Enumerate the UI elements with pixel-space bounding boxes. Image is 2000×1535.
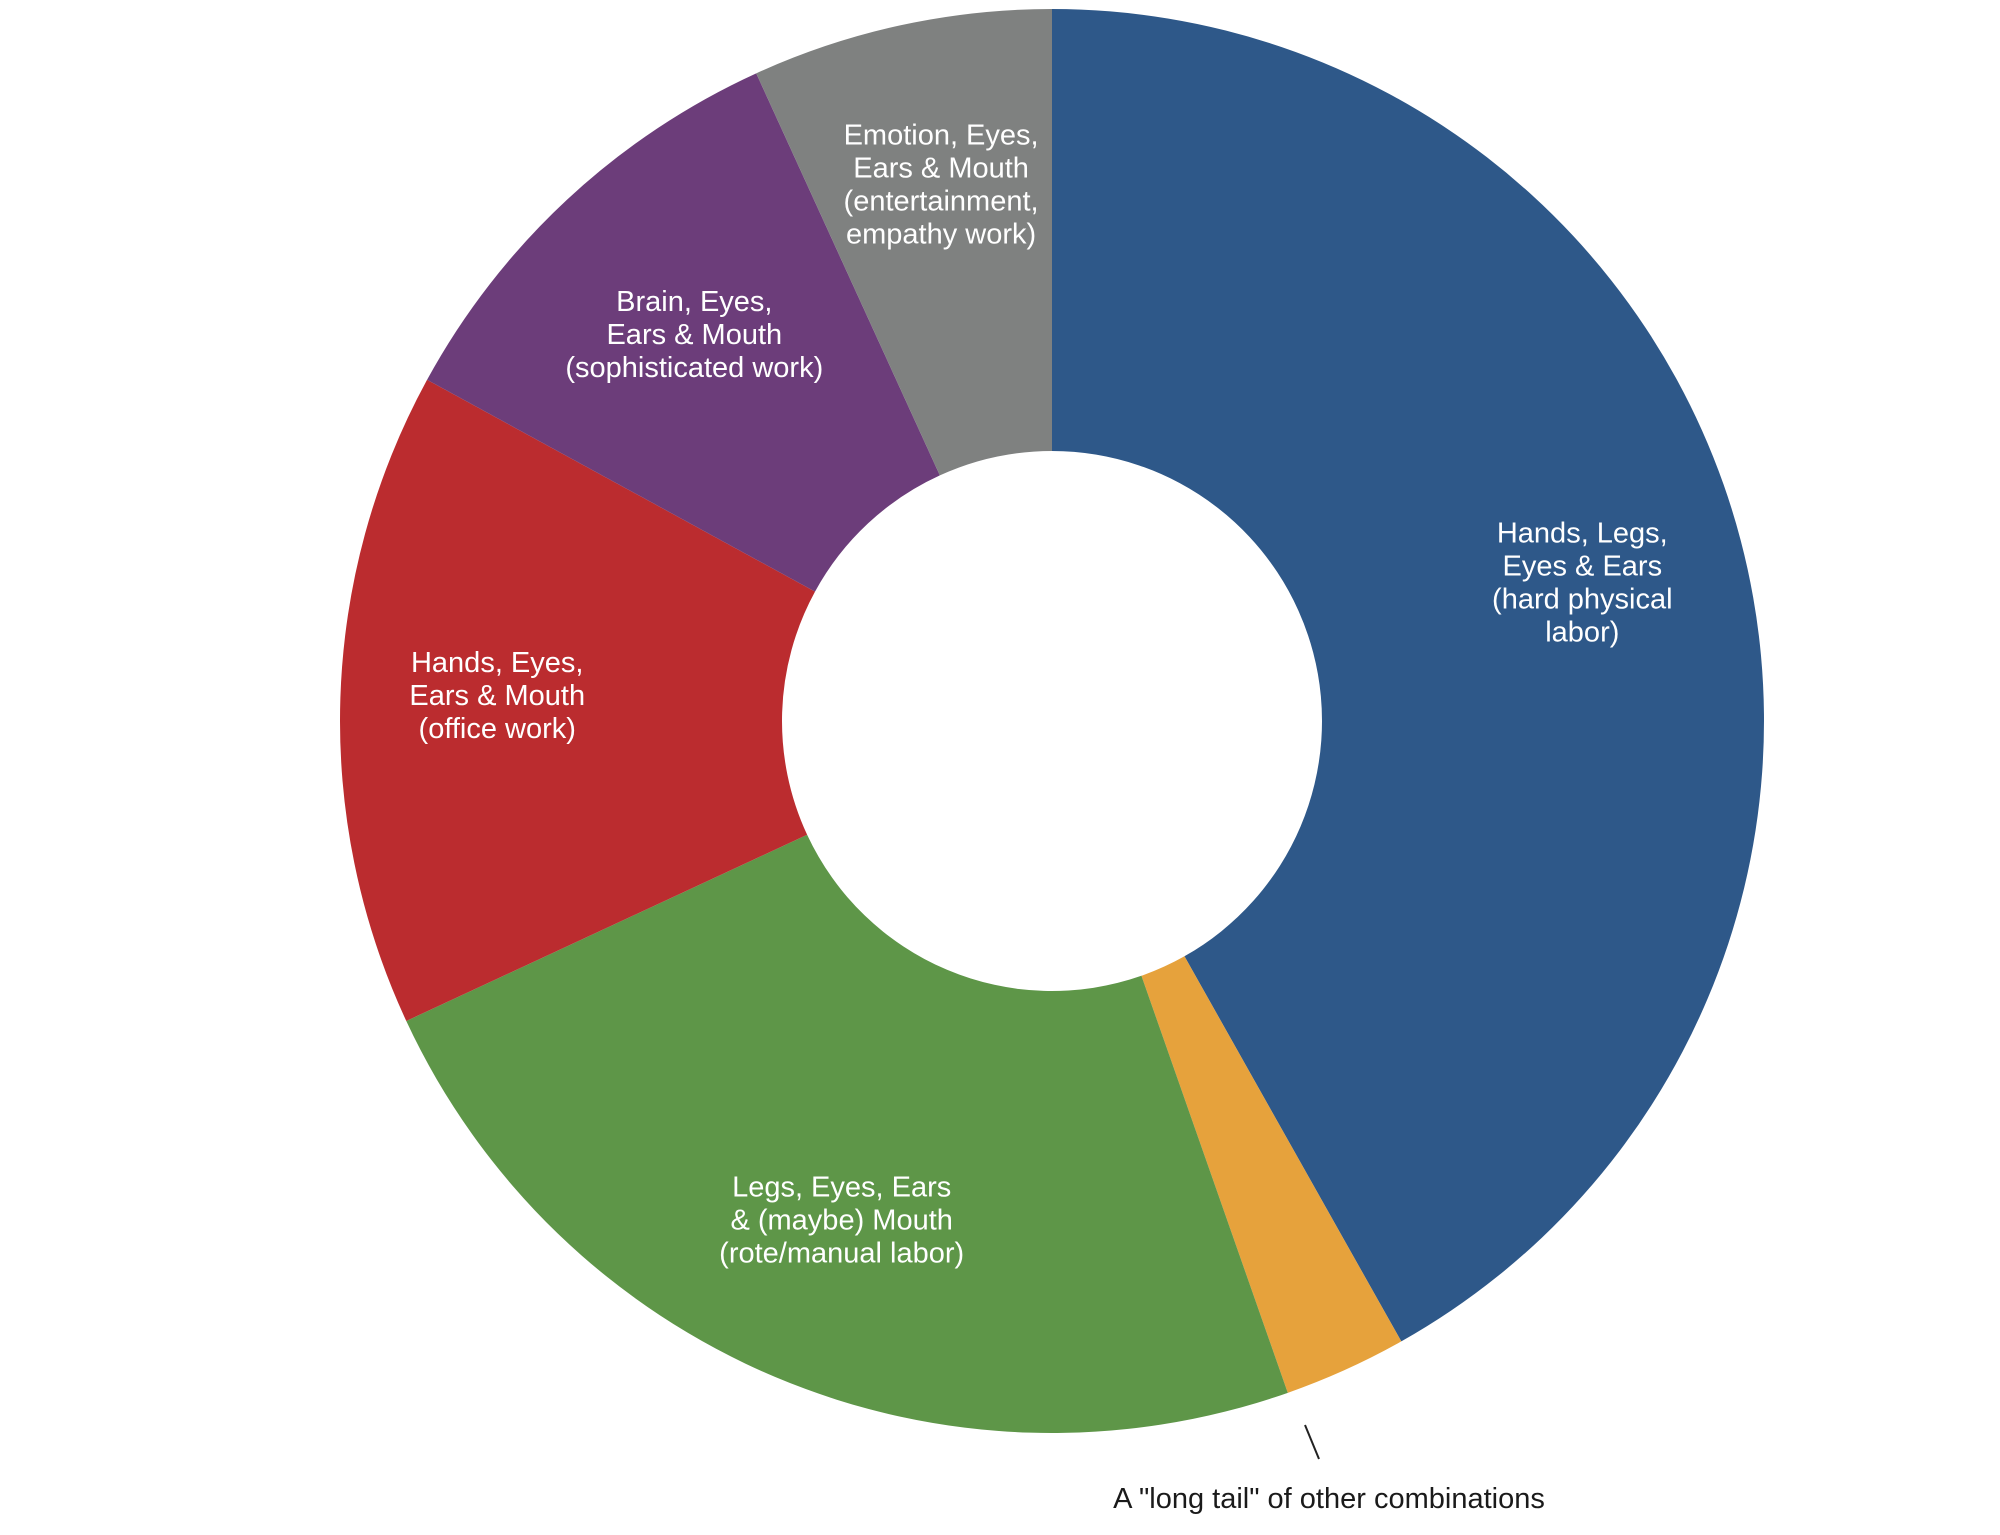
- slice-label-line: Ears & Mouth: [606, 319, 782, 351]
- slice-label-line: labor): [1545, 616, 1619, 648]
- slice-label-sophisticated-work: Brain, Eyes, Ears & Mouth (sophisticated w…: [565, 286, 823, 384]
- slice-hard-physical-labor: [1052, 9, 1764, 1342]
- slice-label-line: Ears & Mouth: [409, 680, 585, 712]
- slice-label-line: Ears & Mouth: [853, 153, 1029, 185]
- slice-entertainment-empathy-work: [756, 9, 1052, 476]
- slice-rote-manual-labor: [406, 834, 1288, 1433]
- slice-label-line: Eyes & Ears: [1503, 550, 1663, 582]
- slice-label-line: (entertainment,: [844, 186, 1039, 218]
- slice-label-line: Emotion, Eyes,: [844, 120, 1039, 152]
- slice-label-line: (hard physical: [1492, 583, 1673, 615]
- slice-label-line: & (maybe) Mouth: [730, 1205, 952, 1237]
- slice-sophisticated-work: [427, 73, 940, 592]
- slice-label-line: (rote/manual labor): [719, 1238, 964, 1270]
- slice-label-rote-manual-labor: Legs, Eyes, Ears & (maybe) Mouth (rote/man…: [719, 1172, 964, 1270]
- slice-label-line: (office work): [419, 713, 576, 745]
- slice-office-work: [339, 379, 816, 1021]
- slice-label-line: Hands, Eyes,: [411, 647, 583, 679]
- labels-layer: Hands, Legs, Eyes & Ears (hard physical lab…: [409, 120, 1672, 1270]
- slice-label-line: empathy work): [846, 219, 1036, 251]
- slice-label-entertainment-empathy-work: Emotion, Eyes, Ears & Mouth (entertainment…: [844, 120, 1039, 251]
- callout-layer: A "long tail" of other combinations: [1113, 1424, 1545, 1515]
- slice-label-line: Brain, Eyes,: [616, 286, 772, 318]
- long-tail-callout-label: A "long tail" of other combinations: [1113, 1483, 1545, 1515]
- slices-layer: [339, 9, 1764, 1433]
- slice-long-tail: [1141, 956, 1402, 1393]
- long-tail-callout-line: [1304, 1424, 1320, 1460]
- slice-label-line: Legs, Eyes, Ears: [732, 1172, 951, 1204]
- slice-label-office-work: Hands, Eyes, Ears & Mouth (office work): [409, 647, 585, 745]
- slice-label-hard-physical-labor: Hands, Legs, Eyes & Ears (hard physical lab…: [1492, 517, 1673, 648]
- slice-label-line: (sophisticated work): [565, 352, 823, 384]
- slice-label-line: Hands, Legs,: [1497, 517, 1668, 549]
